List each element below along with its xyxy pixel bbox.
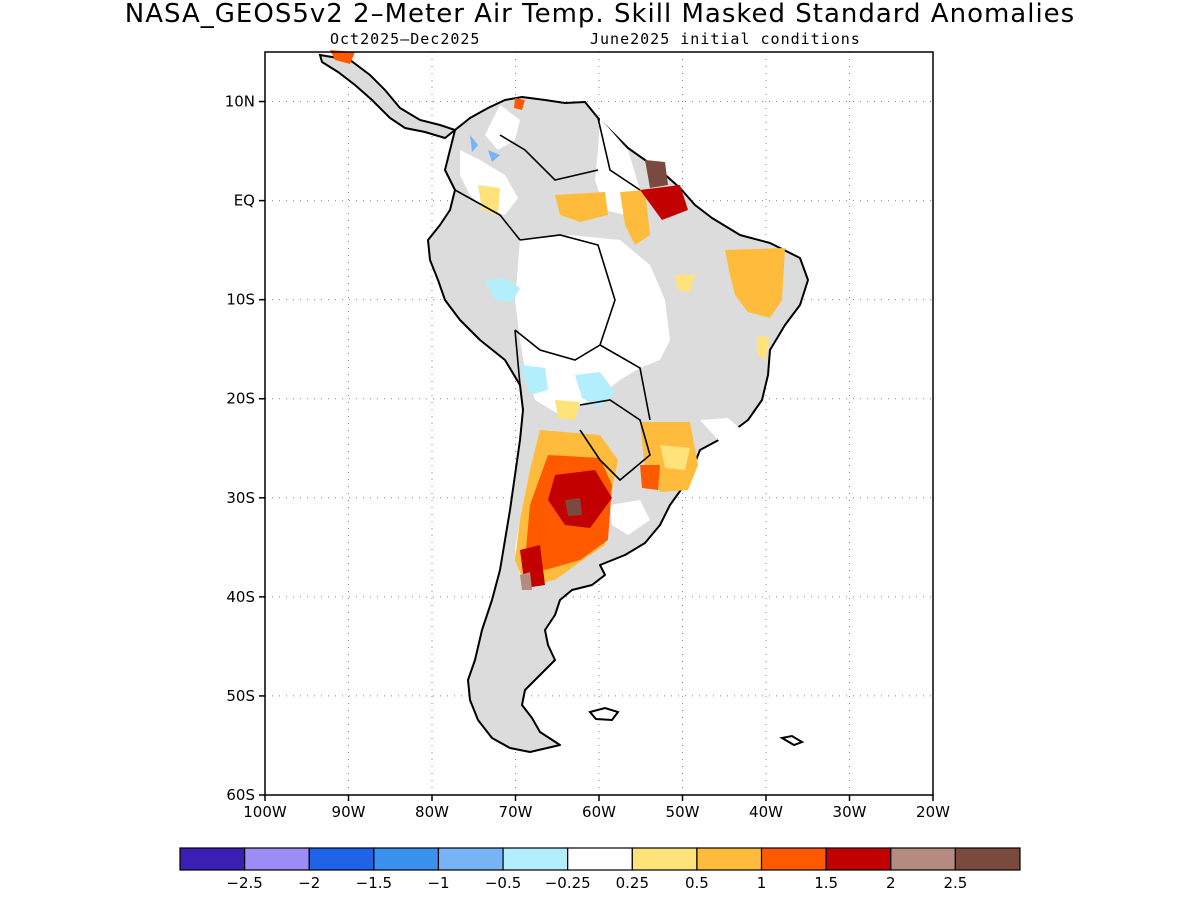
falkland-islands-outline: [588, 706, 620, 722]
colorbar-swatch: [437, 847, 504, 871]
colorbar-swatch: [502, 847, 569, 871]
colorbar-tick-label: 2.5: [943, 874, 967, 892]
colorbar-tick-label: 1: [757, 874, 767, 892]
lon-tick-label: 70W: [499, 803, 533, 821]
lat-tick-label: 40S: [226, 588, 255, 606]
map-title: NASA_GEOS5v2 2–Meter Air Temp. Skill Mas…: [124, 0, 1076, 29]
colorbar-swatch: [308, 847, 375, 871]
lon-tick-label: 40W: [749, 803, 783, 821]
colorbar-swatch: [244, 847, 310, 871]
colorbar-tick-label: −0.5: [485, 874, 521, 892]
forecast-period: Oct2025–Dec2025: [330, 30, 481, 48]
lon-tick-label: 100W: [243, 803, 287, 821]
lon-tick-label: 60W: [582, 803, 616, 821]
colorbar-tick-label: −2.5: [226, 874, 262, 892]
latitude-axis: 10N EQ 10S 20S 30S 40S 50S 60S: [225, 93, 265, 804]
lon-tick-label: 20W: [916, 803, 950, 821]
lat-tick-label: 60S: [226, 786, 255, 804]
south-georgia-outline: [779, 734, 805, 747]
colorbar-tick-label: 2: [886, 874, 896, 892]
colorbar-swatch: [373, 847, 440, 871]
colorbar-swatch: [954, 847, 1021, 871]
colorbar-tick-label: 1.5: [814, 874, 838, 892]
lat-tick-label: EQ: [234, 192, 255, 210]
warm-anomalies: [330, 50, 785, 590]
lon-tick-label: 90W: [332, 803, 366, 821]
colorbar-tick-label: −1: [427, 874, 449, 892]
colorbar-swatch: [631, 847, 698, 871]
lat-tick-label: 10N: [225, 93, 255, 111]
lat-tick-label: 30S: [226, 489, 255, 507]
lon-tick-label: 80W: [415, 803, 449, 821]
colorbar-swatch: [567, 847, 633, 871]
colorbar-tick-label: −2: [298, 874, 320, 892]
colorbar-swatch: [760, 847, 827, 871]
colorbar-tick-label: −1.5: [356, 874, 392, 892]
cool-anomalies: [470, 135, 615, 408]
colorbar-swatch: [179, 847, 246, 871]
colorbar-tick-label: 0.5: [685, 874, 709, 892]
colorbar-swatch: [825, 847, 892, 871]
country-borders: [454, 117, 651, 482]
colorbar-legend: −2.5 −2 −1.5 −1 −0.5 −0.25 0.25 0.5 1 1.5 2 2.5: [179, 847, 1021, 892]
initial-conditions: June2025 initial conditions: [590, 30, 861, 48]
lon-tick-label: 50W: [666, 803, 700, 821]
lat-tick-label: 10S: [226, 291, 255, 309]
colorbar-swatch: [696, 847, 763, 871]
lon-tick-label: 30W: [833, 803, 867, 821]
central-america-outline: [318, 53, 458, 140]
longitude-axis: 100W 90W 80W 70W 60W 50W 40W 30W 20W: [243, 795, 950, 821]
colorbar-tick-label: 0.25: [616, 874, 649, 892]
colorbar-swatch: [890, 847, 956, 871]
lat-tick-label: 50S: [226, 687, 255, 705]
colorbar-tick-label: −0.25: [545, 874, 591, 892]
lat-tick-label: 20S: [226, 390, 255, 408]
